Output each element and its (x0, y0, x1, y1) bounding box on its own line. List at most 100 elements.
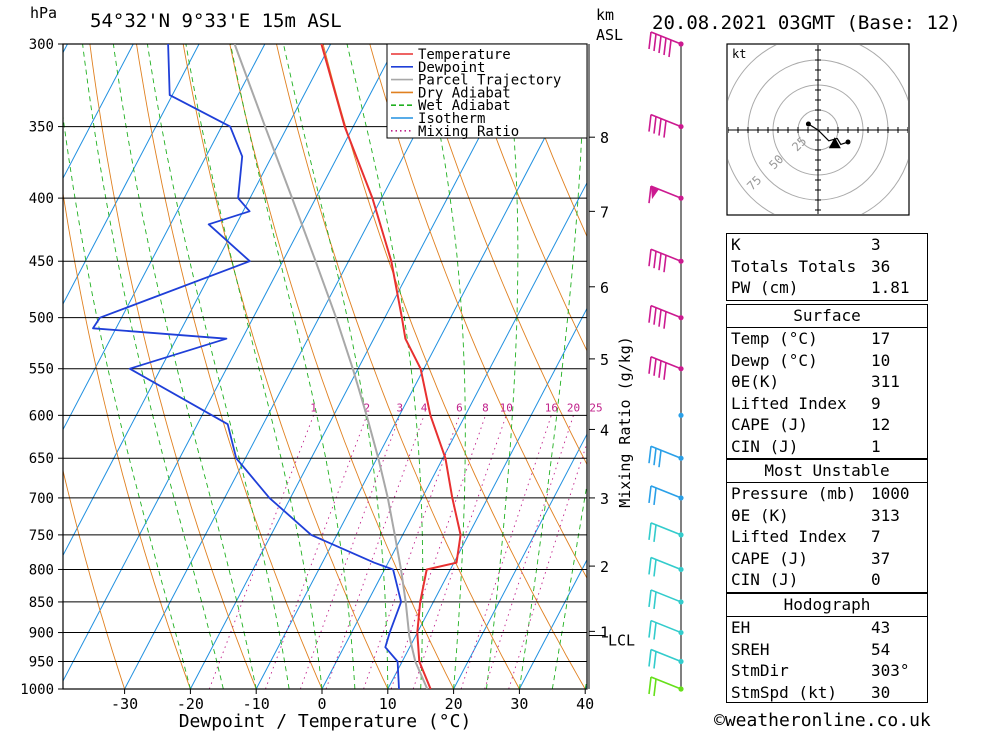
temperature-line (320, 44, 462, 689)
wind-barb-feather (648, 557, 652, 575)
km-tick-label: 3 (600, 490, 609, 508)
wind-barb-feather (648, 620, 652, 638)
mu-label: Lifted Index (731, 527, 847, 546)
mixing-ratio-line (484, 415, 574, 689)
isotherm-line (518, 558, 587, 689)
mixing-ratio-line (208, 415, 315, 689)
pressure-tick-label: 350 (29, 120, 54, 136)
surface-row: Lifted Index 9 (727, 393, 927, 415)
x-tick-label: -20 (177, 695, 204, 713)
mixing-ratio-label: 4 (421, 401, 428, 414)
general-indices-table: K 3 Totals Totals 36 PW (cm) 1.81 (726, 233, 928, 301)
general-value: 36 (871, 256, 891, 276)
wind-barb-feather (648, 485, 652, 504)
pressure-tick-label: 750 (29, 528, 54, 544)
mu-row: θE (K) 313 (727, 505, 927, 527)
wind-barb-feather (653, 559, 657, 577)
km-tick-label: 6 (600, 279, 609, 297)
km-tick-label: 1 (600, 623, 609, 641)
isotherm-line (453, 433, 587, 689)
mixing-ratio-label: 1 (310, 401, 317, 414)
surface-row: Dewp (°C) 10 (727, 350, 927, 372)
surface-label: Temp (°C) (731, 329, 818, 348)
pressure-tick-label: 300 (29, 37, 54, 53)
wet-adiabat-line (146, 44, 290, 689)
wet-adiabat-line (185, 44, 323, 689)
wind-barb-feather (653, 448, 657, 466)
x-tick-label: 10 (379, 695, 397, 713)
legend-entry: Temperature (418, 47, 511, 63)
lcl-label: LCL (608, 632, 635, 650)
hodograph-title: Hodograph (727, 594, 927, 617)
mixing-ratio-line (412, 415, 507, 689)
hodo-row: StmDir 303° (727, 660, 927, 682)
mixing-ratio-label: 16 (545, 401, 558, 414)
mu-row: CAPE (J) 37 (727, 548, 927, 570)
isotherm-line (63, 44, 200, 305)
general-value: 1.81 (871, 278, 910, 297)
mu-row: Pressure (mb) 1000 (727, 483, 927, 505)
dry-adiabat-line (930, 44, 1000, 689)
legend-entry: Dewpoint (418, 60, 485, 76)
wind-barb-feather (668, 39, 672, 58)
dry-adiabat-line (509, 44, 587, 238)
wind-barb-feather (648, 305, 652, 323)
general-value: 3 (871, 235, 881, 254)
location-title: 54°32'N 9°33'E 15m ASL (90, 10, 342, 32)
general-label: Totals Totals (731, 256, 857, 276)
wet-adiabat-line (283, 44, 389, 689)
wind-barb-feather (658, 118, 662, 136)
hodo-row: EH 43 (727, 617, 927, 639)
surface-value: 9 (871, 393, 881, 413)
km-tick-label: 4 (600, 421, 609, 439)
copyright-label: ©weatheronline.co.uk (714, 710, 931, 731)
isotherm-line (321, 181, 587, 689)
wind-barb-feather (658, 253, 662, 271)
profiles (92, 44, 462, 689)
wind-barb-feather (648, 186, 652, 204)
km-tick-label: 7 (600, 203, 609, 221)
wind-barb-feather (653, 358, 657, 376)
wet-adiabat-line (230, 44, 356, 689)
wind-barb-feather (653, 307, 657, 325)
surface-value: 10 (871, 350, 891, 370)
asl-unit-label: ASL (596, 26, 624, 44)
wind-barb-feather (653, 622, 657, 640)
mu-row: Lifted Index 7 (727, 526, 927, 548)
wind-barb-feather (648, 31, 652, 50)
wind-barb-feather (648, 676, 652, 695)
general-label: PW (cm) (731, 278, 799, 297)
isotherm-line (387, 307, 587, 689)
wind-barb-feather (658, 360, 662, 378)
legend-entry: Isotherm (418, 111, 485, 127)
km-unit-label: km (596, 6, 615, 24)
plot-frame (62, 43, 588, 690)
wet-adiabat-line (421, 44, 466, 689)
pressure-tick-label: 450 (29, 254, 54, 270)
hpa-unit-label: hPa (30, 4, 58, 22)
x-tick-label: 30 (510, 695, 528, 713)
wind-barb-pennant (651, 186, 659, 200)
wind-barb-feather (648, 356, 652, 374)
surface-value: 311 (871, 372, 900, 391)
hodo-value: 43 (871, 618, 891, 637)
pressure-tick-label: 700 (29, 491, 54, 507)
hodo-row: SREH 54 (727, 639, 927, 661)
surface-label: CAPE (J) (731, 415, 809, 434)
mu-value: 7 (871, 527, 881, 546)
isotherm-line (63, 44, 397, 683)
dry-adiabat-line (976, 44, 1000, 689)
wet-adiabat-line (486, 44, 519, 689)
surface-label: Lifted Index (731, 393, 847, 413)
wind-barb-feather (648, 114, 652, 132)
mu-value: 37 (871, 548, 891, 568)
wind-barb-feather (653, 651, 657, 669)
mixing-ratio-label: 20 (567, 401, 580, 414)
mixing-ratio-line (390, 415, 486, 689)
surface-row: CIN (J) 1 (727, 436, 927, 458)
mu-label: CIN (J) (731, 570, 799, 589)
x-tick-label: -30 (111, 695, 138, 713)
